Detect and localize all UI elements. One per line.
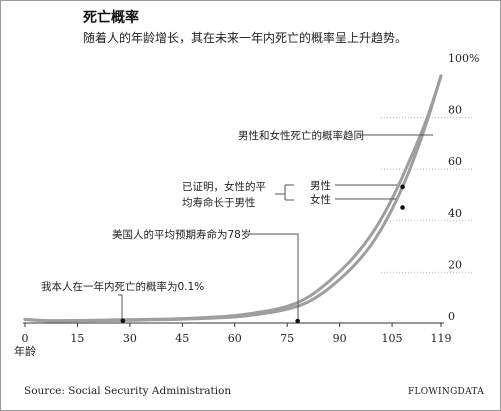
x-tick-label-30: 30: [123, 332, 137, 345]
my-probability-annotation: 我本人在一年内死亡的概率为0.1%: [41, 280, 204, 293]
x-axis-label: 年龄: [14, 344, 36, 358]
x-tick-label-75: 75: [280, 332, 294, 345]
converge-annotation: 男性和女性死亡的概率趋同: [238, 129, 364, 142]
x-tick-label-90: 90: [333, 332, 347, 345]
marker-dot-0: [120, 318, 126, 324]
bracket-leader: [275, 184, 294, 201]
marker-dot-3: [400, 205, 405, 210]
x-tick-label-15: 15: [70, 332, 84, 345]
y-tick-label-20: 20: [448, 258, 462, 271]
markers: [120, 184, 405, 324]
x-tick-label-60: 60: [228, 332, 242, 345]
series-line-female: [23, 74, 443, 323]
chart-title: 死亡概率: [82, 9, 139, 26]
y-tick-label-40: 40: [448, 207, 462, 220]
x-tick-label-105: 105: [382, 332, 403, 345]
chart-subtitle: 随着人的年龄增长，其在未来一年内死亡的概率呈上升趋势。: [83, 30, 407, 45]
y-tick-label-100: 100%: [448, 52, 479, 65]
y-tick-label-0: 0: [448, 310, 455, 323]
life-expectancy-annotation: 美国人的平均预期寿命为78岁: [112, 228, 251, 241]
source-note: Source: Social Security Administration: [24, 385, 231, 397]
x-tick-label-0: 0: [22, 332, 29, 345]
proven-annotation-line2: 均寿命长于男性: [182, 196, 256, 209]
life-expectancy-leader: [246, 233, 299, 321]
marker-dot-2: [400, 184, 405, 190]
y-tick-label-60: 60: [448, 155, 462, 168]
proven-annotation-line1: 已证明，女性的平: [182, 180, 266, 193]
y-tick-label-80: 80: [448, 104, 462, 117]
brand-mark: FLOWINGDATA: [408, 387, 484, 397]
x-tick-label-119: 119: [431, 332, 452, 345]
y-ticks: 0 20 40 60 80 100%: [448, 52, 479, 323]
x-ticks: 0 15 30 45 60 75 90 105 119: [22, 323, 452, 345]
series-lines: [23, 74, 443, 323]
marker-dot-1: [295, 318, 300, 324]
annotations: 男性和女性死亡的概率趋同 已证明，女性的平 均寿命长于男性 男性 女性 美国人的…: [41, 129, 433, 321]
male-label: 男性: [310, 179, 331, 192]
x-tick-label-45: 45: [175, 332, 189, 345]
female-label: 女性: [310, 193, 331, 206]
my-probability-leader: [118, 294, 123, 321]
